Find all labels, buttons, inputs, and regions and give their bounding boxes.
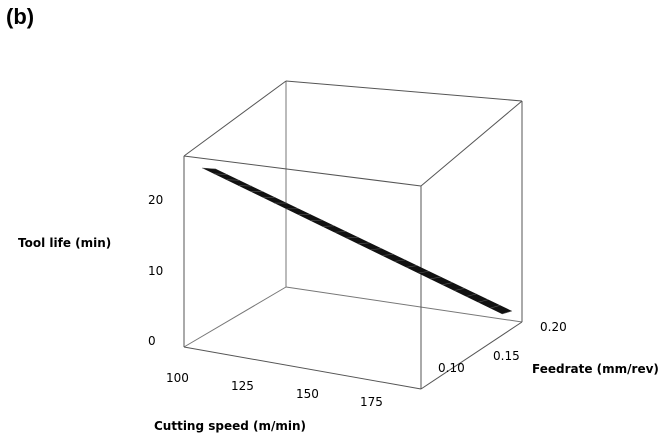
box-edge [183, 155, 422, 187]
surface-mesh-line [501, 310, 513, 315]
x-tick-label: 100 [166, 371, 189, 385]
surface-mesh-line [369, 248, 382, 251]
surface-mesh-line [429, 276, 442, 280]
surface-mesh-line [417, 270, 430, 274]
z-tick-label: 0 [148, 334, 156, 348]
surface-layer [201, 167, 513, 315]
panel-label: (b) [6, 4, 35, 29]
bounding-box [183, 80, 523, 390]
surface-mesh-line [225, 179, 240, 181]
surface-mesh-line [237, 185, 252, 187]
box-edge [285, 286, 523, 323]
z-tick-label: 10 [148, 264, 163, 278]
surface-mesh-line [405, 265, 418, 268]
surface-mesh-line [477, 299, 489, 303]
box-edge [183, 286, 287, 348]
surface-mesh-line [213, 173, 228, 175]
surface-mesh-line [441, 282, 453, 286]
y-tick-label: 0.15 [493, 349, 520, 363]
x-axis-title: Cutting speed (m/min) [154, 419, 306, 433]
surface-band [202, 168, 512, 314]
x-tick-label: 175 [360, 395, 383, 409]
box-edge [420, 321, 523, 390]
surface-mesh-line [393, 259, 406, 262]
surface-mesh-line [489, 305, 501, 309]
surface-mesh-line [465, 293, 477, 297]
surface-mesh-line [201, 167, 217, 170]
surface-mesh-line [321, 225, 335, 227]
z-axis-title: Tool life (min) [18, 236, 111, 250]
surface-mesh-line [453, 287, 465, 291]
y-tick-label: 0.10 [438, 361, 465, 375]
surface-mesh-line [333, 231, 347, 233]
box-edge [183, 80, 287, 157]
box-edge [420, 100, 523, 187]
box-edge [285, 80, 523, 102]
surface-mesh-line [381, 253, 394, 256]
z-tick-label: 20 [148, 193, 163, 207]
box-edge [183, 346, 422, 390]
surface-mesh-line [345, 236, 359, 239]
y-tick-label: 0.20 [540, 320, 567, 334]
y-axis-title: Feedrate (mm/rev) [532, 362, 659, 376]
x-tick-label: 150 [296, 387, 319, 401]
surface-mesh-line [357, 242, 370, 245]
x-tick-label: 125 [231, 379, 254, 393]
